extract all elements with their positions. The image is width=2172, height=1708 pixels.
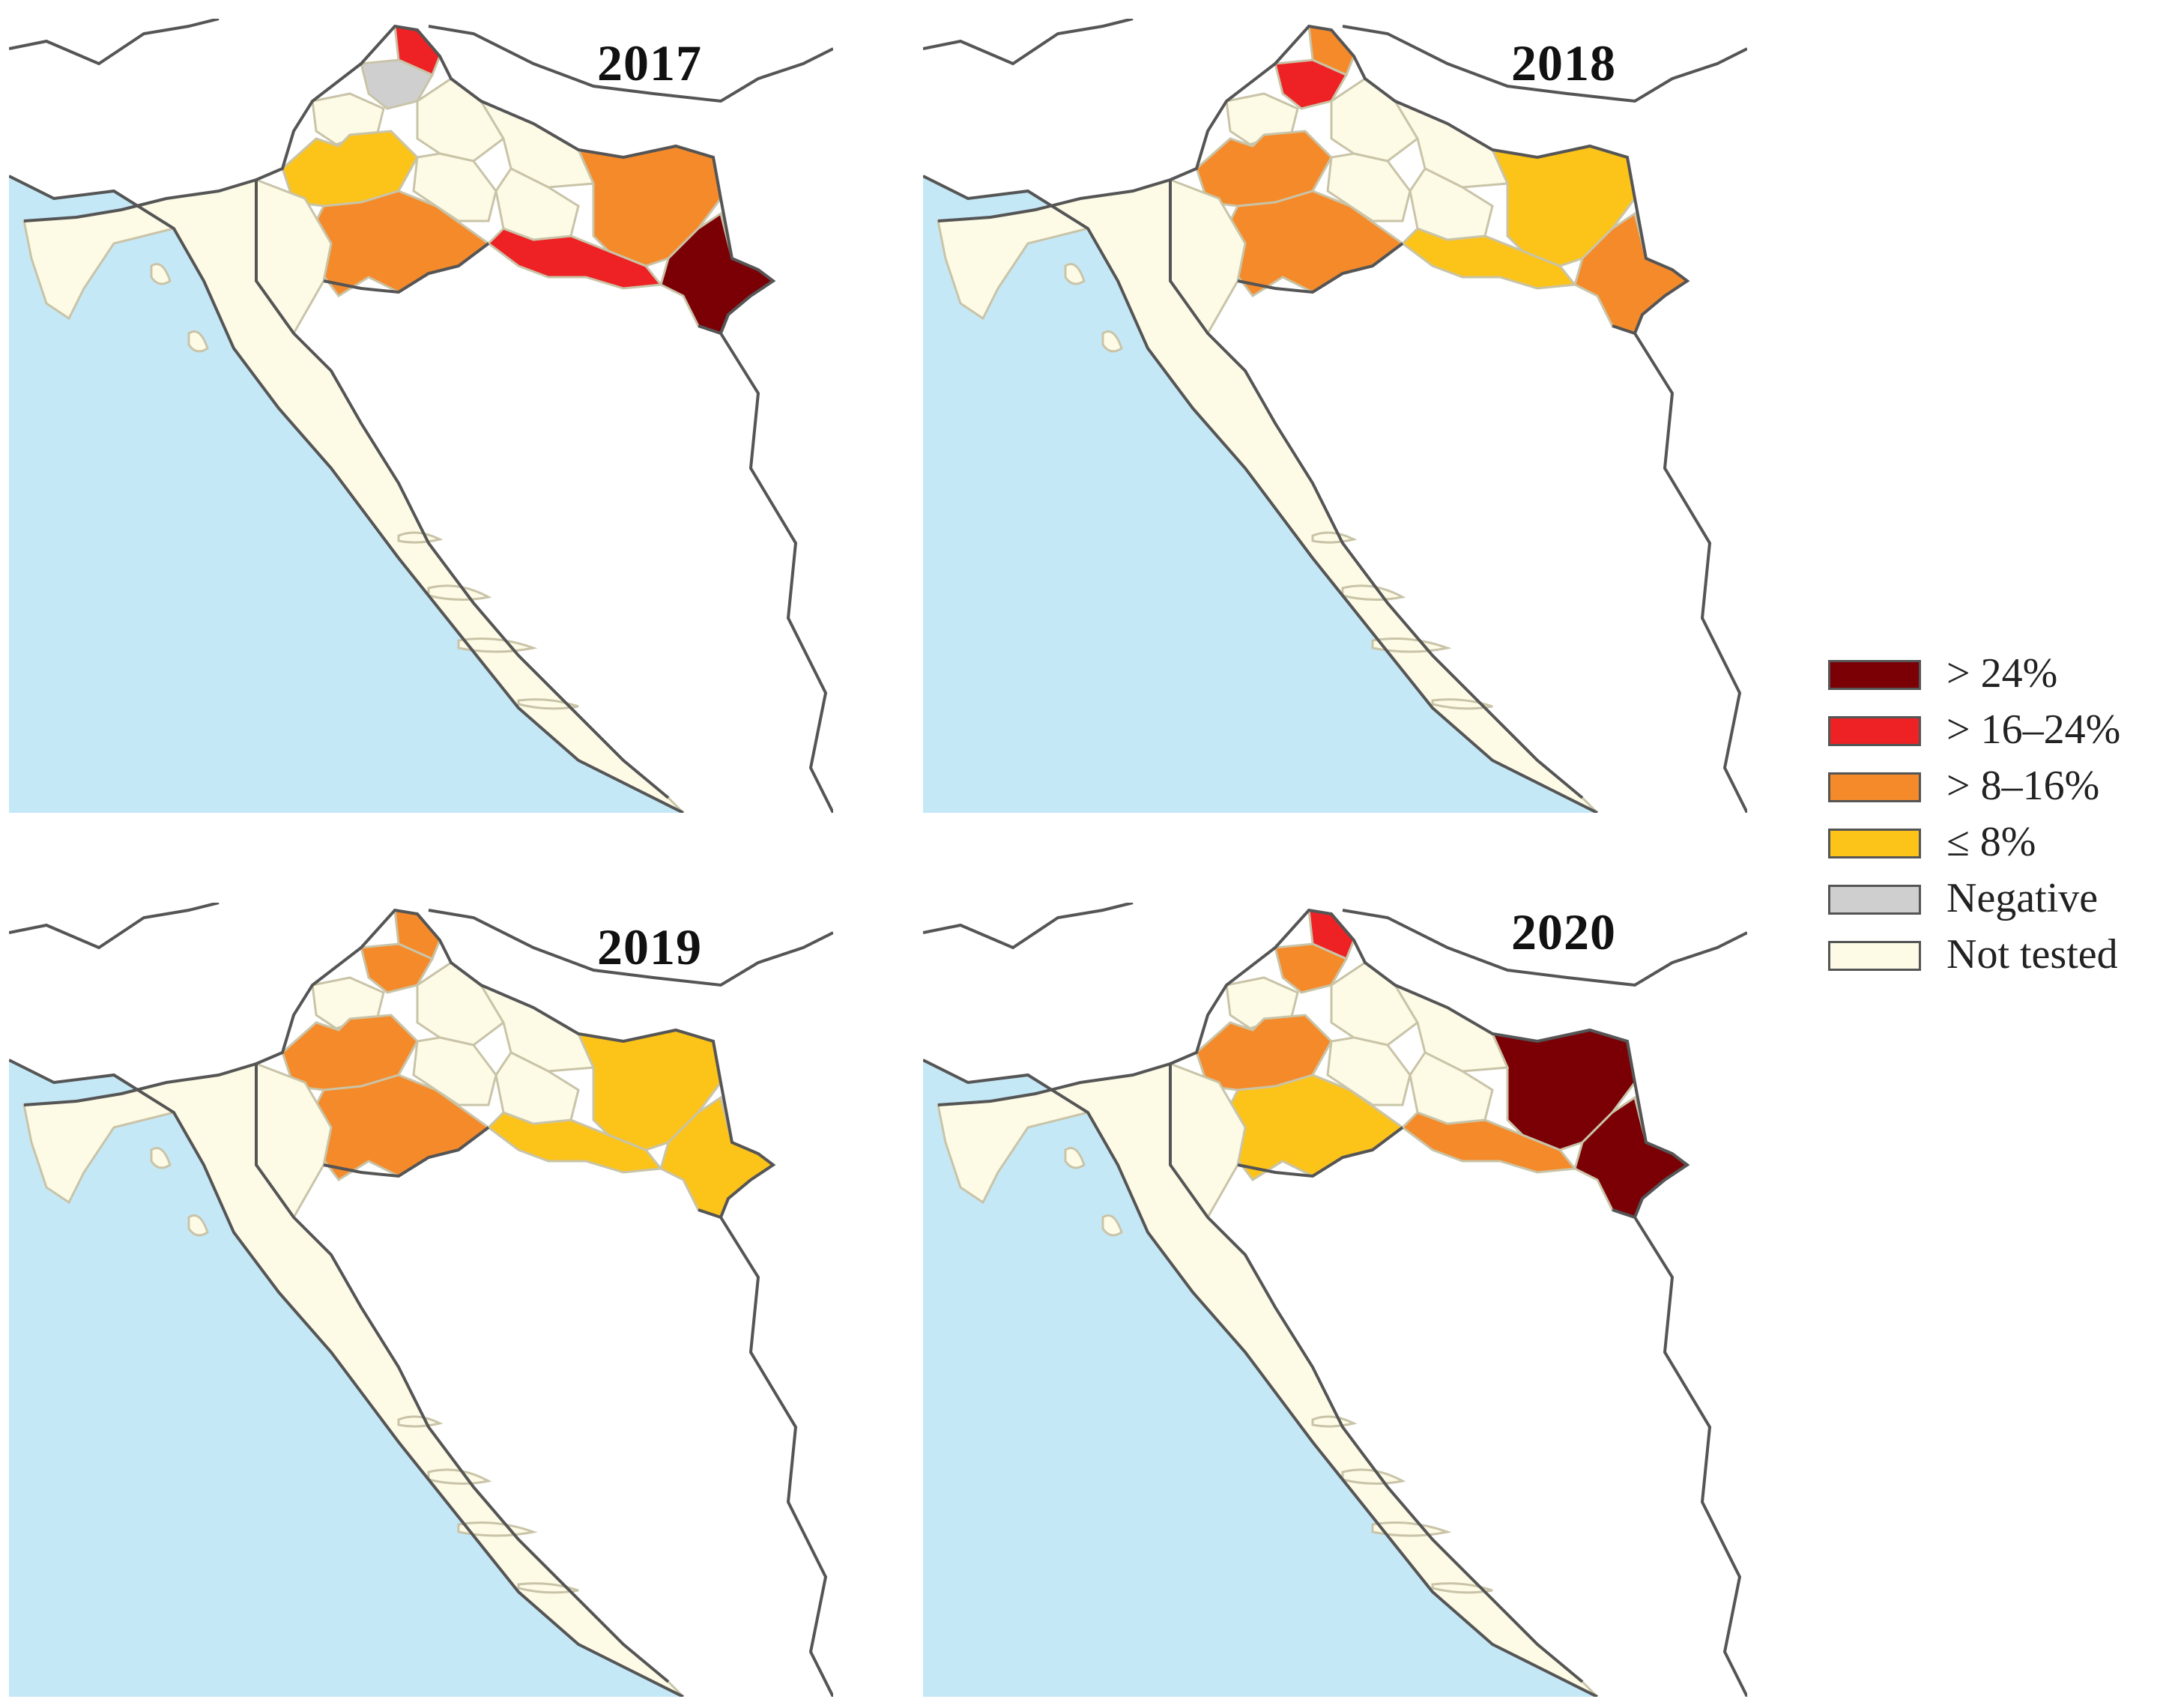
- island: [517, 1582, 579, 1594]
- county-virovitica: [478, 982, 596, 1073]
- island: [150, 1147, 172, 1169]
- map-2017: [9, 19, 833, 813]
- sea: [9, 1060, 683, 1697]
- map-2019: [9, 903, 833, 1697]
- year-label: 2019: [597, 918, 702, 975]
- island: [187, 1214, 209, 1237]
- county-pozega: [494, 1051, 580, 1125]
- island: [1311, 531, 1358, 544]
- map-panel-2019: 2019: [9, 903, 833, 1697]
- island: [1064, 1147, 1086, 1169]
- map-2018: [923, 19, 1747, 813]
- sea: [923, 1060, 1597, 1697]
- island: [1311, 1415, 1358, 1428]
- country-border: [923, 19, 1747, 813]
- map-2020: [923, 903, 1747, 1697]
- island: [1431, 698, 1493, 710]
- island: [1371, 1521, 1452, 1537]
- island: [1341, 1468, 1406, 1486]
- legend-swatch: [1828, 772, 1921, 802]
- island: [427, 584, 492, 602]
- county-pozega: [494, 167, 580, 241]
- county-pozega: [1409, 167, 1494, 241]
- legend-label: > 16–24%: [1946, 706, 2121, 753]
- legend-label: Negative: [1946, 875, 2099, 921]
- map-panel-2020: 2020: [923, 903, 1747, 1697]
- island: [457, 638, 538, 653]
- county-koprivnica: [416, 77, 505, 163]
- island: [397, 531, 444, 544]
- island: [397, 1415, 444, 1428]
- country-border: [923, 903, 1747, 1697]
- county-koprivnica: [1330, 77, 1419, 163]
- island: [427, 1468, 492, 1486]
- county-bjelovar: [412, 1036, 497, 1106]
- county-virovitica: [478, 98, 596, 189]
- year-label: 2017: [597, 34, 702, 91]
- county-bjelovar: [1326, 1036, 1412, 1106]
- island: [1101, 330, 1123, 353]
- legend-label: Not tested: [1946, 931, 2118, 978]
- map-panel-2018: 2018: [923, 19, 1747, 813]
- legend-swatch: [1828, 941, 1921, 971]
- sea: [923, 176, 1597, 813]
- legend-label: > 8–16%: [1946, 763, 2100, 809]
- island: [1341, 584, 1406, 602]
- county-virovitica: [1392, 98, 1510, 189]
- country-border: [9, 19, 833, 813]
- county-bjelovar: [1326, 152, 1412, 222]
- county-bjelovar: [412, 152, 497, 222]
- island: [1371, 638, 1452, 653]
- year-label: 2020: [1511, 903, 1616, 960]
- county-koprivnica: [416, 961, 505, 1047]
- legend-swatch: [1828, 829, 1921, 858]
- legend-label: > 24%: [1946, 650, 2058, 697]
- map-panel-2017: 2017: [9, 19, 833, 813]
- island: [517, 698, 579, 710]
- county-virovitica: [1392, 982, 1510, 1073]
- island: [1101, 1214, 1123, 1237]
- island: [150, 263, 172, 285]
- island: [1431, 1582, 1493, 1594]
- country-border: [9, 903, 833, 1697]
- legend-swatch: [1828, 885, 1921, 915]
- island: [187, 330, 209, 353]
- year-label: 2018: [1511, 34, 1616, 91]
- legend-swatch: [1828, 716, 1921, 746]
- island: [1064, 263, 1086, 285]
- legend-label: ≤ 8%: [1946, 819, 2036, 865]
- county-koprivnica: [1330, 961, 1419, 1047]
- island: [457, 1521, 538, 1537]
- county-pozega: [1409, 1051, 1494, 1125]
- sea: [9, 176, 683, 813]
- legend-swatch: [1828, 660, 1921, 690]
